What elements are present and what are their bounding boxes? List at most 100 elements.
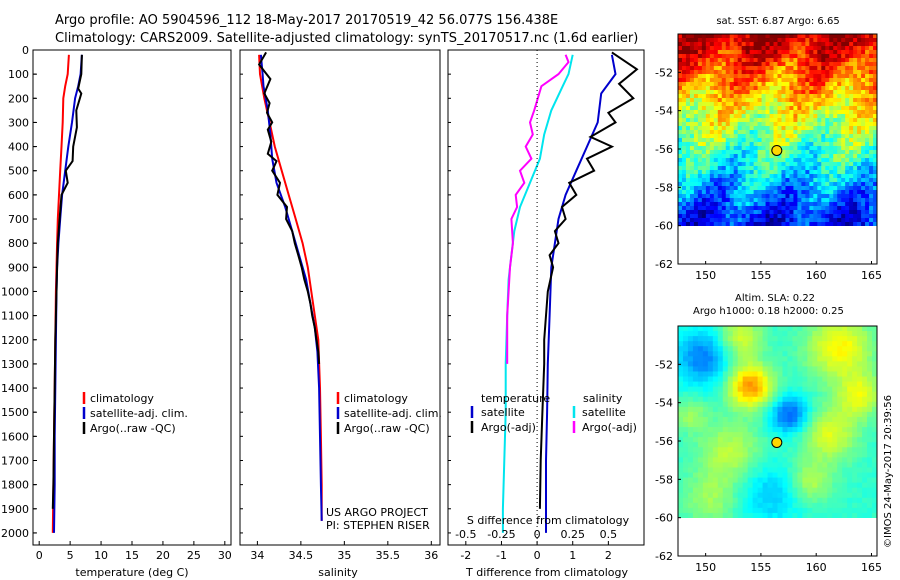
sst-cell (701, 98, 707, 103)
sla-cell (722, 371, 729, 377)
sst-cell (761, 218, 766, 223)
sla-cell (762, 386, 768, 393)
sst-cell (701, 50, 707, 55)
sla-cell (817, 356, 823, 362)
sst-cell (841, 82, 846, 87)
sla-cell (787, 416, 793, 423)
sst-cell (785, 90, 790, 95)
sst-cell (685, 58, 691, 63)
sla-cell (762, 356, 768, 362)
sst-cell (678, 46, 683, 51)
sla-cell (842, 442, 848, 448)
sst-cell (781, 162, 786, 167)
sla-cell (702, 416, 709, 423)
sla-cell (867, 366, 873, 372)
sst-cell (813, 46, 818, 51)
sla-cell (682, 336, 689, 342)
sst-cell (709, 198, 715, 203)
sst-cell (689, 86, 695, 91)
sla-cell (697, 356, 704, 362)
sla-cell (767, 452, 773, 458)
sst-cell (745, 170, 751, 175)
sla-cell (697, 411, 704, 418)
sst-cell (725, 78, 731, 83)
sla-cell (857, 472, 863, 478)
sla-cell (777, 371, 783, 377)
sst-cell (793, 74, 798, 79)
sla-cell (857, 366, 863, 372)
sst-cell (785, 110, 790, 115)
sst-cell (713, 158, 719, 163)
sst-cell (741, 34, 747, 39)
sla-cell (787, 442, 793, 448)
sst-cell (777, 158, 782, 163)
sst-cell (773, 182, 778, 187)
sla-cell (687, 452, 694, 458)
sla-cell (717, 492, 724, 499)
sst-cell (769, 178, 774, 183)
sla-cell (692, 437, 699, 443)
sla-cell (872, 356, 877, 362)
sst-cell (761, 86, 766, 91)
sst-cell (681, 130, 687, 135)
sla-cell (852, 512, 858, 518)
sst-cell (845, 214, 850, 219)
sst-cell (805, 146, 810, 151)
sla-cell (777, 416, 783, 423)
sla-cell (732, 467, 739, 473)
sla-cell (757, 361, 763, 367)
sst-cell (725, 166, 731, 171)
sst-cell (841, 46, 846, 51)
sla-cell (762, 442, 768, 448)
sst-cell (829, 222, 834, 226)
sst-cell (721, 198, 727, 203)
sst-cell (769, 118, 774, 123)
sst-cell (861, 134, 866, 139)
sst-cell (841, 210, 846, 215)
sst-cell (757, 130, 762, 135)
sst-cell (681, 182, 687, 187)
depth-tick-label: 100 (8, 68, 29, 81)
sla-cell (767, 411, 773, 418)
sla-cell (797, 467, 803, 473)
sst-cell (817, 202, 822, 207)
sst-cell (873, 46, 877, 51)
sst-cell (713, 222, 719, 226)
sst-cell (761, 134, 766, 139)
sla-cell (847, 341, 853, 347)
sla-cell (792, 442, 798, 448)
sst-cell (833, 78, 838, 83)
sla-cell (832, 401, 838, 408)
sst-cell (701, 218, 707, 223)
sla-cell (697, 482, 704, 489)
sst-cell (749, 74, 755, 79)
sst-cell (841, 74, 846, 79)
sst-cell (713, 182, 719, 187)
sst-cell (717, 194, 723, 199)
sst-cell (785, 114, 790, 119)
sst-cell (761, 186, 766, 191)
sst-cell (705, 218, 711, 223)
sst-cell (725, 146, 731, 151)
sla-cell (792, 371, 798, 377)
sst-cell (789, 102, 794, 107)
sla-cell (702, 376, 709, 382)
sst-cell (761, 106, 766, 111)
sst-cell (869, 118, 874, 123)
sst-cell (825, 134, 830, 139)
sla-cell (692, 457, 699, 463)
sla-cell (752, 326, 759, 332)
sla-cell (862, 381, 868, 388)
sst-cell (845, 122, 850, 127)
sla-cell (857, 406, 863, 413)
sst-cell (821, 58, 826, 63)
sst-cell (737, 46, 743, 51)
sla-cell (837, 427, 843, 433)
sst-cell (833, 58, 838, 63)
sst-cell (761, 102, 766, 107)
sst-cell (753, 218, 758, 223)
sst-cell (845, 54, 850, 59)
series-line-temperature-argo-adj- (538, 51, 639, 509)
sla-cell (867, 442, 873, 448)
sst-cell (777, 174, 782, 179)
